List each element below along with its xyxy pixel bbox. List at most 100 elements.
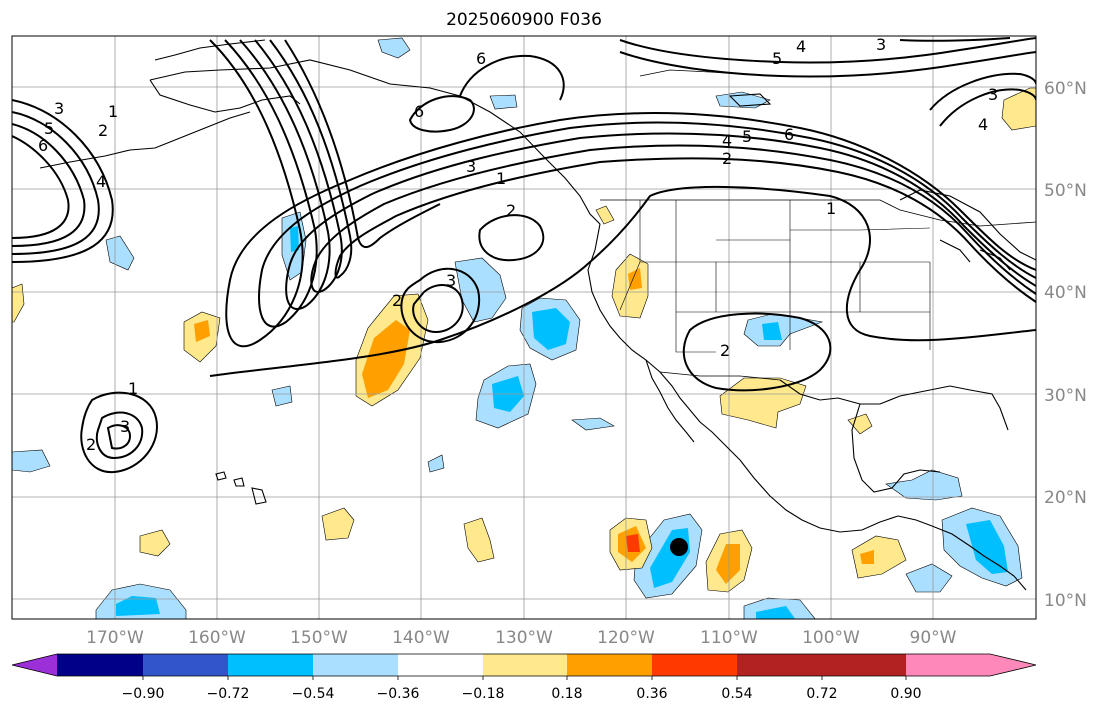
longitude-tick-label: 160°W [188, 628, 246, 648]
colorbar-tick-label: 0.54 [721, 686, 752, 702]
contour-label: 2 [722, 149, 732, 168]
positive-anomaly-patch [1001, 87, 1036, 131]
contour-label: 1 [496, 169, 506, 188]
negative-anomaly-patch [571, 417, 615, 431]
colorbar-tick-label: −0.54 [292, 686, 335, 702]
longitude-tick-label: 110°W [700, 628, 758, 648]
colorbar-segment [652, 654, 737, 676]
negative-anomaly-patch [427, 454, 445, 473]
contour-label: 1 [128, 379, 138, 398]
positive-anomaly-patch [463, 517, 495, 563]
colorbar-segment [906, 654, 990, 676]
colorbar-tick-label: −0.36 [377, 686, 420, 702]
contour-label: 4 [978, 115, 988, 134]
negative-anomaly-patch [756, 606, 796, 619]
colorbar-segment [737, 654, 822, 676]
longitude-axis: 170°W 160°W 150°W 140°W 130°W 120°W 110°… [86, 628, 957, 648]
contour-label: 2 [86, 435, 96, 454]
contour-label: 3 [120, 417, 130, 436]
positive-anomaly-patch [626, 534, 640, 552]
colorbar-tick-label: 0.72 [806, 686, 837, 702]
positive-anomaly-patch [139, 529, 171, 557]
positive-anomaly-patch [12, 283, 25, 323]
contour-label: 3 [876, 35, 886, 54]
negative-anomaly-patch [762, 322, 782, 340]
colorbar-tick-label: 0.90 [890, 686, 921, 702]
negative-anomaly-patch [532, 308, 570, 350]
colorbar-tick-label: −0.90 [122, 686, 165, 702]
negative-anomaly-patch [454, 257, 507, 323]
longitude-tick-label: 140°W [392, 628, 450, 648]
negative-anomaly-patch [12, 449, 51, 473]
negative-anomaly-patch [885, 469, 963, 501]
latitude-tick-label: 20°N [1044, 488, 1087, 508]
contour-label: 3 [54, 99, 64, 118]
negative-anomaly-patch [905, 563, 953, 593]
contour-label: 4 [796, 37, 806, 56]
negative-anomaly-patch [271, 385, 293, 407]
longitude-tick-label: 130°W [495, 628, 553, 648]
colorbar-segment [822, 654, 906, 676]
positive-anomaly-patch [847, 413, 873, 435]
positive-anomaly-patch [860, 550, 874, 564]
contour-label: 3 [446, 271, 456, 290]
map-content: 3 5 6 1 2 4 6 6 3 1 2 3 2 1 3 2 2 4 5 6 … [12, 35, 1036, 619]
map-frame [11, 35, 1037, 620]
latitude-tick-label: 60°N [1044, 79, 1087, 99]
colorbar-tick-label: −0.72 [207, 686, 250, 702]
contour-label: 2 [392, 291, 402, 310]
contour-label: 2 [98, 121, 108, 140]
contour-label: 2 [506, 201, 516, 220]
longitude-tick-label: 170°W [86, 628, 144, 648]
coastlines [39, 39, 1036, 591]
positive-anomaly-patch [716, 544, 740, 584]
contour-label: 3 [466, 157, 476, 176]
latitude-tick-label: 30°N [1044, 386, 1087, 406]
contour-label: 3 [988, 85, 998, 104]
positive-anomaly-patch [194, 320, 210, 342]
negative-anomaly-patch [377, 37, 411, 59]
negative-anomaly-patch [489, 94, 518, 110]
contour-label: 4 [96, 172, 106, 191]
contour-label: 1 [826, 199, 836, 218]
contour-label: 6 [784, 125, 794, 144]
negative-anomaly-patch [105, 235, 135, 271]
colorbar-segment [398, 654, 483, 676]
contour-label: 5 [742, 127, 752, 146]
figure-title: 2025060900 F036 [446, 10, 602, 30]
contour-label: 2 [720, 341, 730, 360]
latitude-tick-label: 50°N [1044, 181, 1087, 201]
colorbar-segment [143, 654, 228, 676]
positive-anomaly-patch [851, 535, 907, 579]
longitude-tick-label: 100°W [802, 628, 860, 648]
positive-anomaly-patch [595, 205, 615, 225]
colorbar-tick-label: 0.36 [636, 686, 667, 702]
storm-position-marker [670, 538, 688, 556]
colorbar-tick-label: −0.18 [462, 686, 505, 702]
contour-label: 1 [108, 102, 118, 121]
colorbar-tick-label: 0.18 [551, 686, 582, 702]
negative-anomaly-patch [966, 520, 1008, 574]
negative-anomaly-patch [290, 226, 299, 252]
contour-label: 6 [476, 49, 486, 68]
contour-label: 6 [38, 136, 48, 155]
colorbar-segment [313, 654, 398, 676]
contour-label: 4 [722, 131, 732, 150]
colorbar-segment [567, 654, 652, 676]
colorbar-extend-high [990, 654, 1036, 676]
longitude-tick-label: 90°W [910, 628, 957, 648]
positive-anomaly-patch [321, 507, 355, 541]
colorbar-extend-low [12, 654, 57, 676]
colorbar-segment [57, 654, 143, 676]
height-contours [12, 37, 1036, 474]
contour-labels: 3 5 6 1 2 4 6 6 3 1 2 3 2 1 3 2 2 4 5 6 … [38, 35, 998, 454]
negative-anomaly-patch [116, 596, 160, 616]
colorbar-segment [483, 654, 567, 676]
latitude-axis: 60°N 50°N 40°N 30°N 20°N 10°N [1044, 79, 1087, 611]
latitude-tick-label: 40°N [1044, 283, 1087, 303]
contour-label: 5 [44, 119, 54, 138]
contour-label: 5 [772, 49, 782, 68]
longitude-tick-label: 150°W [290, 628, 348, 648]
positive-anomaly-patch [628, 268, 642, 290]
